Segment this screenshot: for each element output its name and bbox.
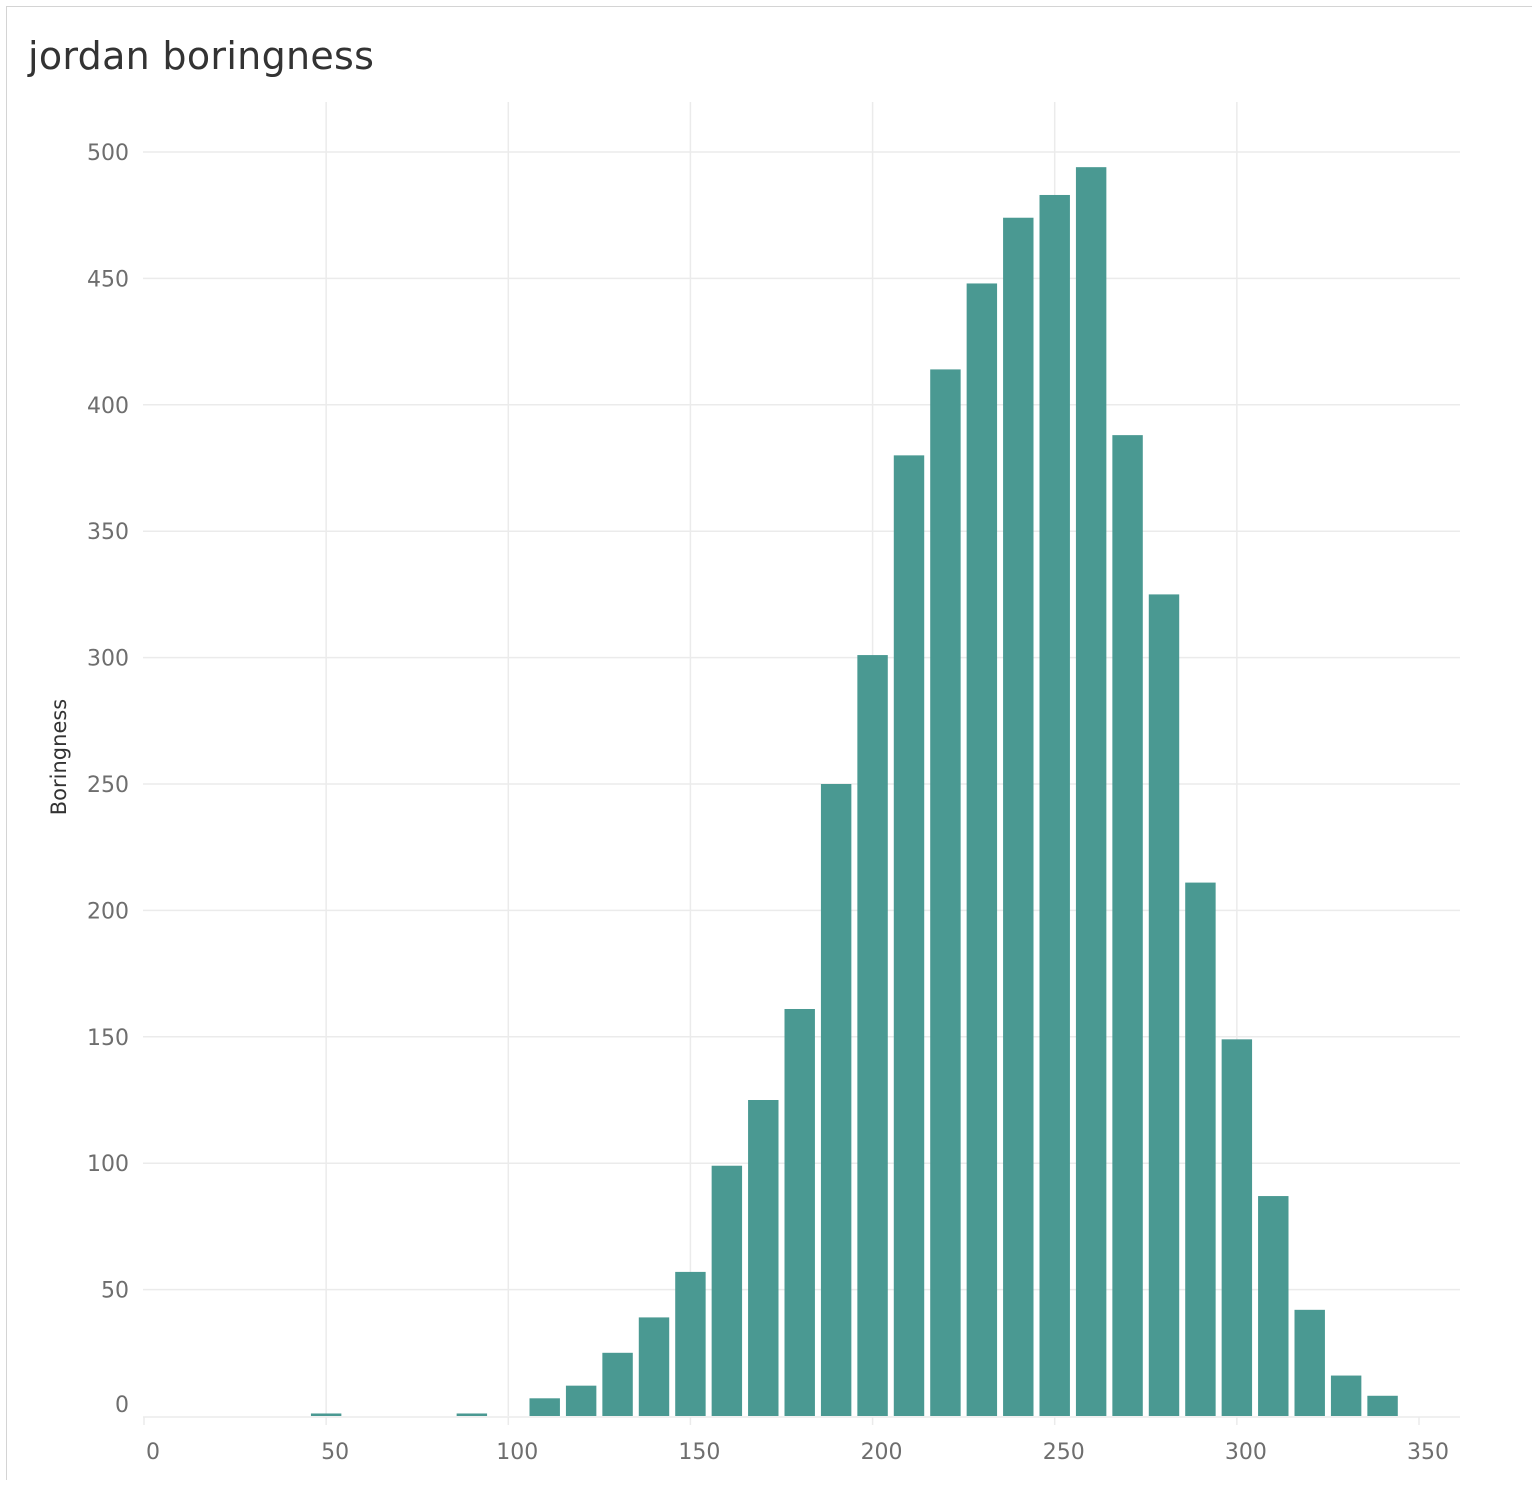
histogram-bar bbox=[857, 655, 888, 1416]
y-tick-label: 450 bbox=[87, 267, 129, 292]
histogram-bar bbox=[1367, 1395, 1398, 1416]
histogram-bar bbox=[1185, 882, 1216, 1416]
histogram-bar bbox=[565, 1385, 597, 1416]
x-tick-label: 300 bbox=[1225, 1440, 1267, 1465]
histogram-bar bbox=[966, 283, 998, 1416]
y-tick-label: 250 bbox=[87, 773, 129, 798]
x-tick-label: 50 bbox=[321, 1440, 349, 1465]
histogram-bar bbox=[1003, 217, 1034, 1416]
x-tick-label: 250 bbox=[1043, 1440, 1085, 1465]
histogram-bar bbox=[1258, 1196, 1289, 1416]
histogram-bar bbox=[638, 1317, 670, 1416]
x-tick-label: 350 bbox=[1407, 1440, 1449, 1465]
histogram-bar bbox=[784, 1008, 815, 1416]
histogram-bar bbox=[310, 1413, 342, 1416]
y-tick-label: 0 bbox=[115, 1393, 129, 1418]
x-tick-label: 150 bbox=[678, 1440, 720, 1465]
histogram-bar bbox=[1221, 1039, 1253, 1416]
histogram-bar bbox=[1075, 167, 1107, 1417]
y-tick-label: 150 bbox=[87, 1026, 129, 1051]
histogram-bar bbox=[748, 1100, 779, 1416]
histogram-bar bbox=[1294, 1309, 1325, 1416]
histogram-bar bbox=[1330, 1375, 1362, 1416]
y-tick-label: 100 bbox=[87, 1152, 129, 1177]
y-tick-label: 400 bbox=[87, 394, 129, 419]
histogram-bar bbox=[930, 369, 961, 1417]
x-tick-label: 0 bbox=[146, 1440, 160, 1465]
chart-title: jordan boringness bbox=[28, 34, 375, 78]
histogram-bar bbox=[1112, 435, 1143, 1416]
x-tick-label: 100 bbox=[496, 1440, 538, 1465]
x-axis-ticks: 0 50 100 150 200 250 300 350 bbox=[143, 1417, 1449, 1465]
histogram-bar bbox=[456, 1413, 488, 1416]
histogram-bar bbox=[675, 1271, 706, 1416]
y-tick-label: 200 bbox=[87, 899, 129, 924]
histogram-bar bbox=[602, 1352, 633, 1416]
bars bbox=[310, 167, 1398, 1417]
y-tick-label: 300 bbox=[87, 647, 129, 672]
y-axis-ticks: 0 50 100 150 200 250 300 350 400 450 500 bbox=[87, 141, 129, 1418]
histogram-bar bbox=[529, 1398, 560, 1416]
y-tick-label: 350 bbox=[87, 520, 129, 545]
histogram-bar bbox=[1148, 594, 1180, 1416]
y-axis-title: Boringness bbox=[47, 699, 71, 815]
histogram-bar bbox=[1039, 194, 1070, 1417]
histogram-bar bbox=[893, 455, 925, 1416]
y-tick-label: 50 bbox=[101, 1279, 129, 1304]
chart-frame bbox=[6, 6, 1532, 1480]
y-tick-label: 500 bbox=[87, 141, 129, 166]
histogram-bar bbox=[711, 1165, 743, 1416]
histogram-bar bbox=[820, 784, 852, 1416]
x-tick-label: 200 bbox=[861, 1440, 903, 1465]
